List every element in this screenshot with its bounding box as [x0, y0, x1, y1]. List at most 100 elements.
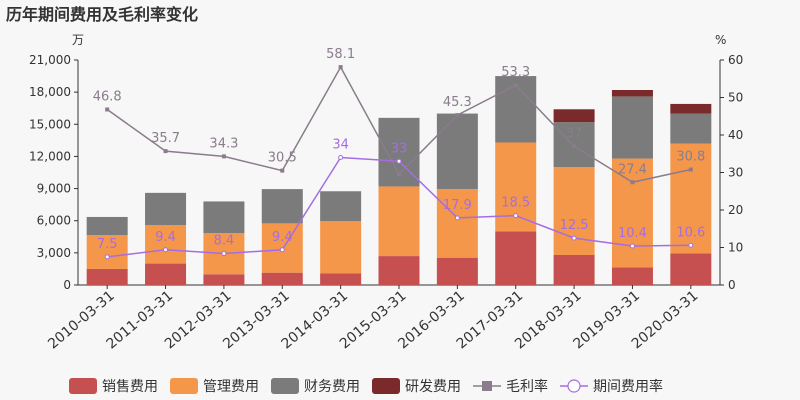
data-label: 34 [332, 138, 349, 153]
right-tick-label: 10 [728, 241, 743, 255]
right-tick-label: 50 [728, 91, 743, 105]
data-label: 46.8 [93, 90, 122, 105]
series-marker [688, 242, 694, 248]
bar-segment [261, 189, 303, 224]
left-tick-label: 3,000 [37, 246, 71, 260]
bar-segment [611, 267, 653, 285]
series-marker [688, 167, 693, 172]
bar-segment [670, 103, 712, 114]
bar-segment [203, 274, 245, 285]
data-label: 35.7 [151, 131, 180, 146]
right-tick-label: 0 [728, 278, 736, 292]
data-label: 27.4 [618, 162, 647, 177]
data-label: 34.3 [209, 136, 238, 151]
bar-segment [320, 273, 362, 285]
left-tick-label: 6,000 [37, 214, 71, 228]
bar-segment [436, 257, 478, 285]
left-tick-label: 9,000 [37, 182, 71, 196]
series-marker [455, 113, 460, 118]
right-axis-unit: % [715, 33, 726, 47]
data-label: 8.4 [214, 234, 235, 249]
bar-segment [86, 268, 128, 285]
legend-label: 研发费用 [405, 379, 461, 395]
bar-segment [203, 201, 245, 234]
data-label: 9.4 [272, 230, 293, 245]
right-tick-label: 20 [728, 203, 743, 217]
bar-segment [611, 158, 653, 268]
bar-segment [378, 256, 420, 285]
data-label: 53.3 [501, 65, 530, 80]
bar-segment [495, 76, 537, 143]
legend-label: 毛利率 [506, 378, 548, 395]
data-labels: 46.8 35.7 34.3 30.5 58.1 45.3 53.3 37 27.4 30.8 7.… [93, 47, 706, 252]
bar-segment [553, 167, 595, 255]
bar-segment [145, 263, 187, 285]
legend-swatch [271, 378, 299, 394]
bar-segment [320, 191, 362, 222]
data-label: 33 [391, 141, 408, 156]
data-label: 10.4 [618, 226, 647, 241]
series-marker [630, 180, 635, 185]
bar-segment [553, 109, 595, 123]
bar-segment [670, 253, 712, 285]
series-marker [396, 158, 402, 164]
series-marker [104, 254, 110, 260]
left-axis-unit: 万 [72, 33, 84, 47]
series-marker [572, 144, 577, 149]
bar-segment [611, 96, 653, 159]
left-tick-label: 15,000 [29, 117, 71, 131]
bar-segment [145, 192, 187, 225]
data-label: 7.5 [97, 237, 118, 252]
data-label: 30.5 [268, 151, 297, 166]
data-label: 17.9 [443, 198, 472, 213]
series-marker [163, 247, 169, 253]
right-tick-label: 40 [728, 128, 743, 142]
bar-segment [611, 90, 653, 97]
right-tick-label: 30 [728, 166, 743, 180]
bar-segment [436, 189, 478, 258]
legend-label: 期间费用率 [593, 378, 663, 395]
bar-segment [261, 272, 303, 285]
x-ticks: 2010-03-312011-03-312012-03-312013-03-31… [45, 285, 701, 352]
legend-swatch [170, 378, 198, 394]
series-marker [338, 65, 343, 70]
bar-segment [670, 143, 712, 254]
right-tick-label: 60 [728, 53, 743, 67]
series-marker [397, 172, 401, 177]
legend-label: 销售费用 [102, 379, 158, 395]
left-tick-label: 0 [63, 278, 71, 292]
legend: 销售费用 管理费用 财务费用 研发费用 毛利率 期间费用率 [69, 378, 663, 395]
legend-label: 管理费用 [203, 379, 259, 395]
legend-swatch [69, 378, 97, 394]
data-label: 37 [566, 126, 583, 141]
series-marker [513, 83, 518, 88]
series-marker [163, 149, 168, 154]
legend-marker [567, 379, 581, 393]
lines [104, 65, 694, 260]
data-label: 9.4 [155, 230, 176, 245]
left-tick-label: 12,000 [29, 149, 71, 163]
left-tick-label: 18,000 [29, 85, 71, 99]
data-label: 12.5 [560, 218, 589, 233]
series-marker [454, 215, 460, 221]
series-marker [338, 155, 344, 160]
data-label: 18.5 [501, 196, 530, 211]
bar-segment [378, 186, 420, 257]
legend-marker [482, 381, 492, 391]
bar-segment [553, 255, 595, 285]
data-label: 58.1 [326, 47, 355, 62]
data-label: 30.8 [676, 150, 705, 165]
series-marker [105, 107, 110, 112]
series-marker [221, 251, 227, 256]
series-marker [280, 168, 285, 173]
bar-segment [495, 231, 537, 285]
left-tick-label: 21,000 [29, 53, 71, 67]
series-marker [279, 247, 285, 253]
bar-segment [145, 225, 187, 264]
series-marker [221, 154, 226, 159]
legend-label: 财务费用 [304, 379, 360, 395]
series-marker [629, 243, 635, 249]
data-label: 45.3 [443, 95, 472, 110]
chart-title: 历年期间费用及毛利率变化 [6, 5, 198, 24]
bar-segment [670, 113, 712, 144]
